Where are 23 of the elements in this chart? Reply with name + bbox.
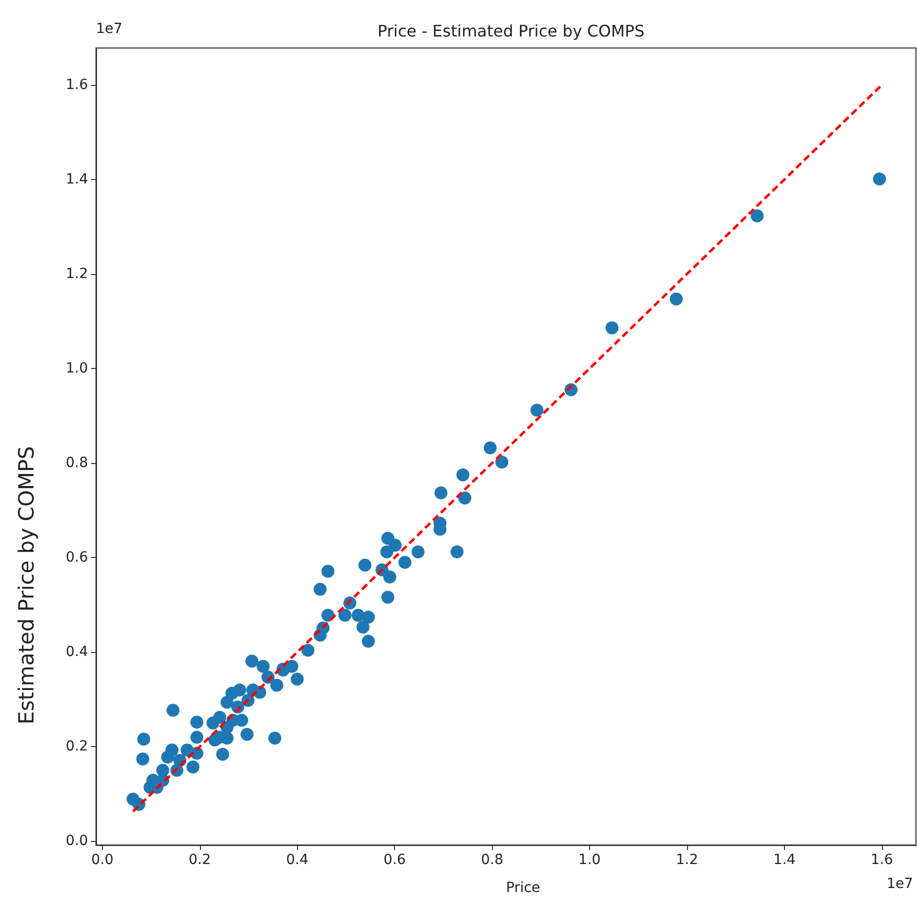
x-tick-label: 1.2 [676,852,698,868]
y-tick-label: 0.6 [66,550,88,566]
y-axis-title: Estimated Price by COMPS [14,446,38,724]
x-tick-label: 1.4 [773,852,796,868]
x-axis-title: Price [506,880,540,896]
y-tick-label: 1.6 [66,76,88,93]
x-tick-label: 0.4 [286,852,308,868]
x-tick-label: 1.6 [870,852,894,868]
y-tick-label: 1.0 [66,360,88,376]
y-tick-label: 0.8 [66,455,88,472]
x-tick-label: 1.0 [578,852,601,868]
y-tick-label: 0.2 [66,738,88,755]
x-tick-label: 0.0 [91,852,114,868]
y-tick-label: 0.0 [66,833,88,850]
x-tick-label: 0.2 [188,852,211,868]
text: 1e7 [886,876,914,892]
x-tick-label: 0.6 [384,852,406,868]
y-tick-label: 1.4 [66,171,88,188]
y-tick-label: 1.2 [66,266,88,282]
x-tick-label: 0.8 [480,852,504,868]
chart-title: Price - Estimated Price by COMPS [377,22,645,40]
text: 1e7 [96,21,122,37]
y-tick-label: 0.4 [66,644,88,660]
